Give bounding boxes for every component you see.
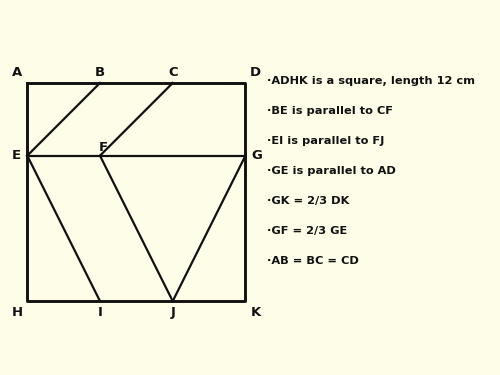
Text: ·ADHK is a square, length 12 cm: ·ADHK is a square, length 12 cm xyxy=(268,76,476,86)
Text: K: K xyxy=(250,306,260,318)
Text: ·AB = BC = CD: ·AB = BC = CD xyxy=(268,256,359,266)
Text: ·GE is parallel to AD: ·GE is parallel to AD xyxy=(268,166,396,176)
Text: F: F xyxy=(99,141,108,154)
Text: G: G xyxy=(251,149,262,162)
Text: ·GK = 2/3 DK: ·GK = 2/3 DK xyxy=(268,196,349,206)
Text: ·GF = 2/3 GE: ·GF = 2/3 GE xyxy=(268,226,347,236)
Text: ·BE is parallel to CF: ·BE is parallel to CF xyxy=(268,106,394,116)
Text: C: C xyxy=(168,66,177,80)
Text: B: B xyxy=(95,66,105,80)
Text: J: J xyxy=(170,306,175,318)
Text: I: I xyxy=(98,306,102,318)
Text: ·EI is parallel to FJ: ·EI is parallel to FJ xyxy=(268,136,384,146)
Text: E: E xyxy=(12,149,21,162)
Text: A: A xyxy=(12,66,22,80)
Text: D: D xyxy=(250,66,261,80)
Text: H: H xyxy=(12,306,23,318)
